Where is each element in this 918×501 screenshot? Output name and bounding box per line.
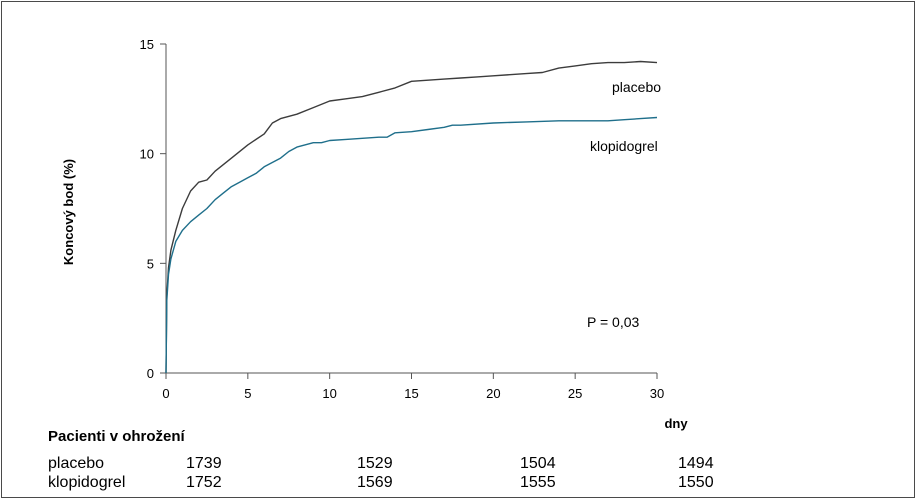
risk-value: 1494 (678, 455, 714, 472)
y-tick-label: 5 (147, 256, 154, 271)
axes: 0 5 10 15 0 5 10 15 20 25 30 (140, 37, 665, 401)
risk-row-label: klopidogrel (48, 474, 126, 491)
risk-value: 1739 (186, 455, 222, 472)
risk-row-klopidogrel: klopidogrel 1752 1569 1555 1550 (0, 474, 918, 492)
x-tick-label: 10 (322, 386, 336, 401)
x-tick-label: 20 (486, 386, 500, 401)
risk-value: 1529 (357, 455, 393, 472)
series-line-klopidogrel (165, 116, 658, 374)
series-label-klopidogrel: klopidogrel (590, 138, 658, 154)
series-lines (165, 60, 658, 374)
series-label-placebo: placebo (612, 79, 661, 95)
x-tick-label: 30 (650, 386, 664, 401)
y-tick-label: 10 (140, 147, 154, 162)
x-tick-label: 25 (568, 386, 582, 401)
risk-value: 1504 (520, 455, 556, 472)
x-tick-label: 15 (404, 386, 418, 401)
y-tick-label: 0 (147, 366, 154, 381)
x-tick-label: 5 (244, 386, 251, 401)
x-tick-label: 0 (162, 386, 169, 401)
risk-value: 1752 (186, 474, 222, 491)
x-axis-label: dny (664, 416, 688, 431)
risk-value: 1569 (357, 474, 393, 491)
risk-table-title: Pacienti v ohrožení (48, 428, 185, 445)
risk-value: 1550 (678, 474, 714, 491)
annotation-p-value: P = 0,03 (587, 314, 640, 330)
y-axis-label: Koncový bod (%) (61, 159, 76, 265)
series-line-placebo (165, 60, 658, 374)
risk-value: 1555 (520, 474, 556, 491)
risk-row-label: placebo (48, 455, 105, 472)
risk-row-placebo: placebo 1739 1529 1504 1494 (0, 455, 918, 473)
y-tick-label: 15 (140, 37, 154, 52)
